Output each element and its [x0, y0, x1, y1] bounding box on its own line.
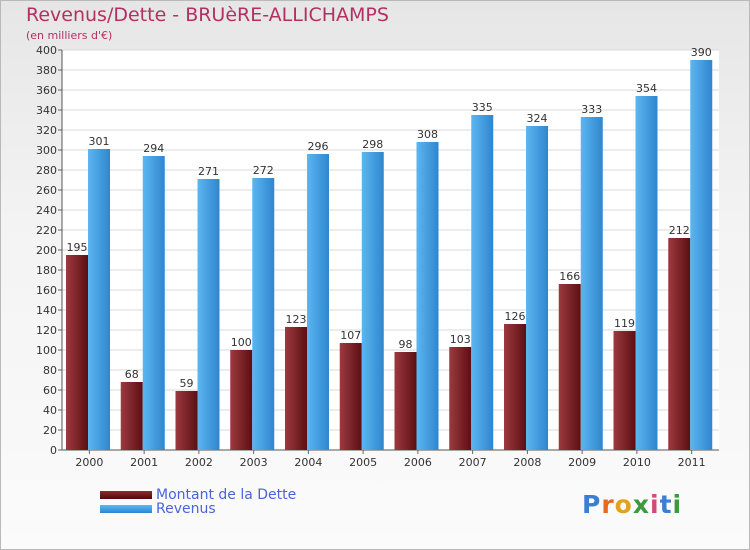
- data-label-dette: 100: [231, 336, 252, 349]
- bar-dette: [230, 350, 253, 450]
- data-label-revenus: 298: [362, 138, 383, 151]
- bar-dette: [449, 347, 472, 450]
- y-tick-label: 100: [36, 344, 57, 357]
- x-tick-label: 2001: [130, 456, 158, 469]
- data-label-revenus: 294: [143, 142, 164, 155]
- legend-swatch-revenus: [100, 505, 152, 513]
- data-label-revenus: 308: [417, 128, 438, 141]
- bar-dette: [558, 284, 581, 450]
- y-tick-label: 220: [36, 224, 57, 237]
- bar-revenus: [88, 149, 110, 450]
- bar-revenus: [197, 179, 220, 450]
- data-label-dette: 68: [125, 368, 139, 381]
- y-tick-label: 300: [36, 144, 57, 157]
- data-label-revenus: 271: [198, 165, 219, 178]
- y-tick-label: 60: [43, 384, 57, 397]
- x-tick-label: 2009: [568, 456, 596, 469]
- legend-label-dette: Montant de la Dette: [156, 487, 297, 503]
- y-tick-label: 400: [36, 44, 57, 57]
- data-label-dette: 123: [286, 313, 307, 326]
- data-label-dette: 59: [180, 377, 194, 390]
- bar-dette: [613, 331, 636, 450]
- x-tick-label: 2005: [349, 456, 377, 469]
- bar-dette: [394, 352, 417, 450]
- legend-item-revenus: Revenus: [100, 501, 216, 517]
- y-tick-label: 180: [36, 264, 57, 277]
- bar-revenus: [361, 152, 384, 450]
- data-label-revenus: 335: [472, 101, 493, 114]
- y-tick-label: 160: [36, 284, 57, 297]
- bar-revenus: [142, 156, 165, 450]
- data-label-dette: 195: [67, 241, 88, 254]
- y-tick-label: 380: [36, 64, 57, 77]
- proxiti-logo: Proxiti: [582, 490, 683, 519]
- bar-revenus: [252, 178, 275, 450]
- x-tick-label: 2007: [459, 456, 487, 469]
- x-tick-label: 2000: [75, 456, 103, 469]
- data-label-dette: 107: [340, 329, 361, 342]
- bar-dette: [66, 255, 88, 450]
- y-tick-label: 20: [43, 424, 57, 437]
- bar-dette: [175, 391, 198, 450]
- bar-dette: [285, 327, 307, 450]
- bar-dette: [668, 238, 691, 450]
- y-tick-label: 360: [36, 84, 57, 97]
- data-label-dette: 212: [669, 224, 690, 237]
- y-tick-label: 340: [36, 104, 57, 117]
- data-label-dette: 166: [559, 270, 580, 283]
- y-tick-label: 80: [43, 364, 57, 377]
- x-tick-label: 2011: [678, 456, 706, 469]
- y-tick-label: 140: [36, 304, 57, 317]
- y-tick-label: 0: [50, 444, 57, 457]
- bar-revenus: [635, 96, 658, 450]
- x-tick-label: 2010: [623, 456, 651, 469]
- bar-dette: [504, 324, 526, 450]
- data-label-dette: 119: [614, 317, 635, 330]
- data-label-revenus: 272: [253, 164, 274, 177]
- data-label-dette: 126: [505, 310, 526, 323]
- chart-subtitle: (en milliers d'€): [26, 29, 113, 42]
- y-tick-label: 260: [36, 184, 57, 197]
- legend-swatch-dette: [100, 491, 152, 499]
- bar-revenus: [471, 115, 494, 450]
- data-label-revenus: 324: [527, 112, 548, 125]
- bar-dette: [120, 382, 143, 450]
- y-tick-label: 280: [36, 164, 57, 177]
- x-tick-label: 2006: [404, 456, 432, 469]
- x-tick-label: 2003: [240, 456, 268, 469]
- bar-dette: [339, 343, 362, 450]
- bar-revenus: [307, 154, 329, 450]
- data-label-revenus: 296: [308, 140, 329, 153]
- legend-item-dette: Montant de la Dette: [100, 487, 297, 503]
- x-tick-label: 2004: [294, 456, 322, 469]
- x-tick-label: 2002: [185, 456, 213, 469]
- bar-revenus: [526, 126, 548, 450]
- data-label-revenus: 333: [581, 103, 602, 116]
- bar-revenus: [690, 60, 713, 450]
- legend-label-revenus: Revenus: [156, 501, 216, 517]
- y-tick-label: 40: [43, 404, 57, 417]
- y-tick-label: 320: [36, 124, 57, 137]
- data-label-revenus: 301: [89, 135, 110, 148]
- data-label-dette: 103: [450, 333, 471, 346]
- data-label-revenus: 354: [636, 82, 657, 95]
- y-tick-label: 200: [36, 244, 57, 257]
- bar-revenus: [580, 117, 603, 450]
- chart-title: Revenus/Dette - BRUèRE-ALLICHAMPS: [26, 4, 389, 26]
- data-label-revenus: 390: [691, 46, 712, 59]
- y-tick-label: 120: [36, 324, 57, 337]
- y-tick-label: 240: [36, 204, 57, 217]
- bar-revenus: [416, 142, 439, 450]
- data-label-dette: 98: [399, 338, 413, 351]
- x-tick-label: 2008: [513, 456, 541, 469]
